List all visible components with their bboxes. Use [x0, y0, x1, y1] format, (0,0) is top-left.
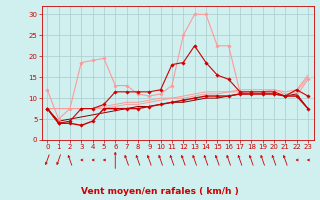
Text: Vent moyen/en rafales ( km/h ): Vent moyen/en rafales ( km/h ): [81, 187, 239, 196]
